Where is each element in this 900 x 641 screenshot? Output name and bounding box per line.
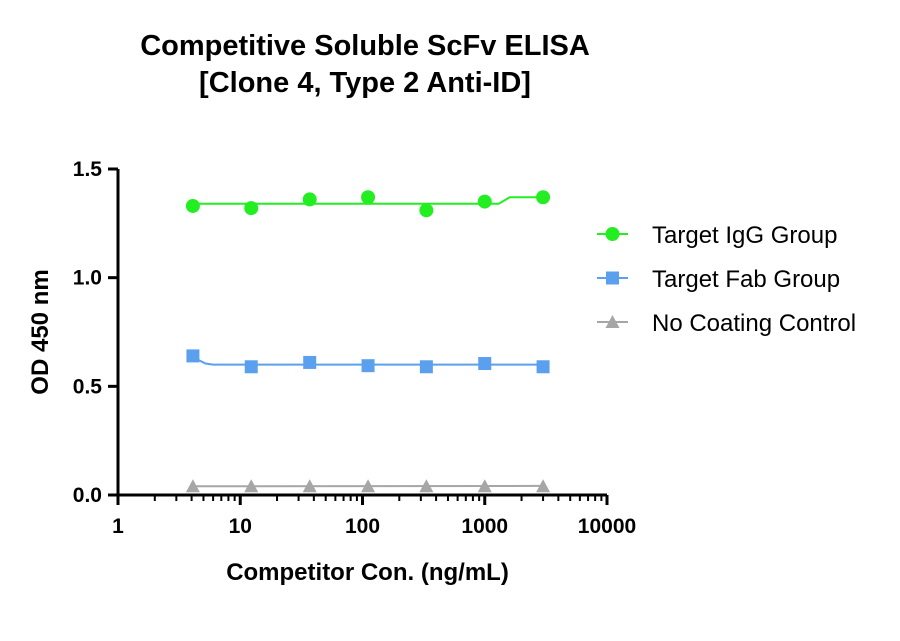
data-point-series-1 bbox=[302, 192, 317, 207]
legend-marker bbox=[605, 315, 620, 328]
y-tick-label: 1.5 bbox=[73, 158, 103, 181]
legend-marker bbox=[605, 227, 620, 241]
x-tick-label: 1000 bbox=[461, 515, 508, 538]
data-point-series-3 bbox=[477, 479, 492, 493]
data-point-series-3 bbox=[185, 479, 200, 493]
data-point-series-1 bbox=[419, 203, 434, 218]
x-axis-label: Competitor Con. (ng/mL) bbox=[226, 559, 509, 586]
legend-label: Target IgG Group bbox=[652, 222, 837, 249]
y-tick-label: 0.0 bbox=[73, 484, 102, 507]
x-tick-label: 10000 bbox=[578, 515, 636, 538]
y-tick-label: 0.5 bbox=[73, 375, 103, 398]
data-point-series-3 bbox=[419, 479, 434, 493]
data-point-series-2 bbox=[186, 349, 200, 363]
data-point-series-3 bbox=[302, 479, 317, 493]
data-point-series-2 bbox=[419, 360, 433, 374]
legend-marker bbox=[606, 271, 619, 285]
data-point-series-2 bbox=[303, 355, 317, 369]
data-point-series-1 bbox=[536, 190, 551, 205]
data-point-series-1 bbox=[185, 198, 200, 213]
data-point-series-3 bbox=[536, 479, 551, 493]
legend-label: Target Fab Group bbox=[652, 266, 840, 293]
x-tick-label: 10 bbox=[229, 515, 252, 538]
data-point-series-3 bbox=[361, 479, 376, 493]
data-point-series-1 bbox=[477, 194, 492, 209]
data-point-series-3 bbox=[244, 479, 259, 493]
chart-title-line-2: [Clone 4, Type 2 Anti-ID] bbox=[199, 67, 531, 99]
data-point-series-2 bbox=[478, 357, 492, 371]
fit-curve-series-1 bbox=[192, 196, 544, 205]
data-point-series-2 bbox=[536, 360, 550, 374]
legend-label: No Coating Control bbox=[652, 310, 856, 337]
chart-title-line-1: Competitive Soluble ScFv ELISA bbox=[140, 30, 590, 62]
y-tick-label: 1.0 bbox=[73, 267, 102, 290]
y-axis-label: OD 450 nm bbox=[27, 269, 54, 394]
data-point-series-1 bbox=[244, 201, 259, 216]
data-point-series-1 bbox=[361, 190, 376, 205]
legend: Target IgG Group Target Fab Group No Coati… bbox=[597, 222, 856, 337]
data-point-series-2 bbox=[361, 359, 375, 373]
plot-area: 0.0 0.5 1.0 1.5 1 10 100 1000 10000 Competitor Co… bbox=[27, 158, 636, 586]
x-tick-label: 1 bbox=[112, 515, 124, 538]
x-tick-label: 100 bbox=[345, 515, 380, 538]
data-point-series-2 bbox=[244, 360, 258, 374]
